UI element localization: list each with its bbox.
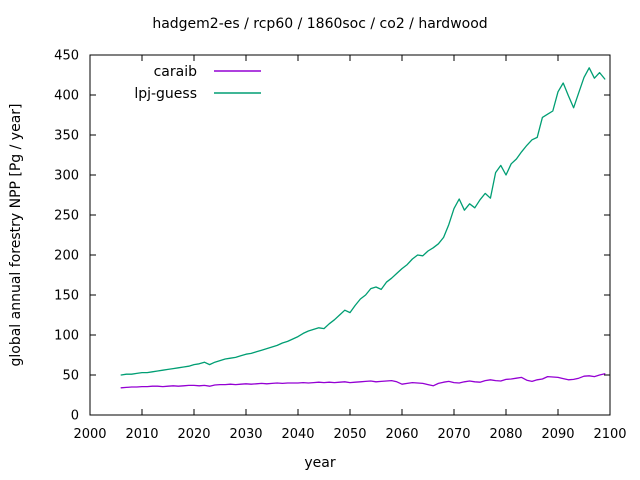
y-axis-label: global annual forestry NPP [Pg / year] [8,103,24,366]
x-tick-label: 2070 [437,427,470,442]
plot-border [89,54,611,416]
series-line-caraib [120,373,606,389]
x-tick-label: 2100 [593,427,626,442]
y-tick-label: 50 [62,369,79,384]
x-axis-ticks: 2000 2010 2020 2030 2040 2050 2060 2070 2080 2090… [73,55,627,442]
chart-title: hadgem2-es / rcp60 / 1860soc / co2 / har… [152,16,487,32]
plot-series [120,67,606,389]
y-tick-label: 450 [54,49,79,64]
x-tick-label: 2090 [541,427,574,442]
x-tick-label: 2040 [281,427,314,442]
legend-label-lpj-guess: lpj-guess [134,86,197,102]
y-tick-label: 400 [54,89,79,104]
y-tick-label: 100 [54,329,79,344]
x-axis-label: year [304,455,335,471]
series-line-lpj-guess [120,67,606,376]
y-tick-label: 250 [54,209,79,224]
legend: caraib lpj-guess [134,64,261,102]
x-tick-label: 2060 [385,427,418,442]
x-tick-label: 2030 [229,427,262,442]
y-tick-label: 200 [54,249,79,264]
y-tick-label: 350 [54,129,79,144]
x-tick-label: 2050 [333,427,366,442]
y-tick-label: 300 [54,169,79,184]
legend-item: caraib [154,64,261,80]
y-axis-ticks: 0 50 100 150 200 250 300 350 400 450 [54,49,610,424]
y-tick-label: 0 [71,409,79,424]
x-tick-label: 2080 [489,427,522,442]
legend-item: lpj-guess [134,86,261,102]
y-tick-label: 150 [54,289,79,304]
x-tick-label: 2020 [177,427,210,442]
x-tick-label: 2000 [73,427,106,442]
x-tick-label: 2010 [125,427,158,442]
legend-label-caraib: caraib [154,64,198,80]
